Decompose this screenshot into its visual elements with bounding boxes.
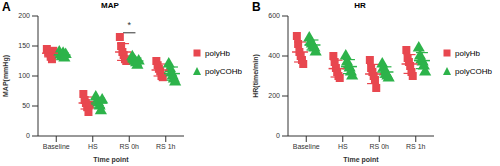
svg-text:RS 0h: RS 0h: [120, 143, 140, 150]
svg-text:MAP(mmHg): MAP(mmHg): [8, 55, 10, 97]
svg-text:0: 0: [26, 132, 30, 139]
html-text:MAP: MAP: [101, 1, 119, 10]
svg-text:RS 1h: RS 1h: [156, 143, 176, 150]
html-text:polyHb: polyHb: [205, 48, 230, 58]
svg-text:Baseline: Baseline: [43, 143, 70, 150]
svg-text:Time point: Time point: [93, 156, 129, 164]
svg-text:50: 50: [22, 102, 30, 109]
svg-text:Time point: Time point: [343, 156, 379, 164]
html-text:polyHb: polyHb: [455, 48, 480, 58]
html-text:HR: HR: [354, 1, 366, 10]
svg-text:HR(time/min): HR(time/min): [252, 54, 260, 98]
svg-text:HS: HS: [88, 143, 98, 150]
svg-text:200: 200: [268, 92, 280, 99]
svg-text:HS: HS: [338, 143, 348, 150]
html-text:polyCOHb: polyCOHb: [205, 66, 242, 76]
svg-text:0: 0: [276, 132, 280, 139]
html-text:polyCOHb: polyCOHb: [455, 66, 492, 76]
svg-text:*: *: [127, 20, 131, 30]
svg-text:RS 1h: RS 1h: [406, 143, 426, 150]
html-text:B: B: [252, 0, 261, 14]
svg-text:200: 200: [18, 12, 30, 19]
svg-text:100: 100: [18, 72, 30, 79]
svg-text:Baseline: Baseline: [293, 143, 320, 150]
svg-text:600: 600: [268, 12, 280, 19]
svg-text:400: 400: [268, 52, 280, 59]
html-text:A: A: [2, 0, 11, 14]
svg-text:150: 150: [18, 42, 30, 49]
svg-text:RS 0h: RS 0h: [370, 143, 390, 150]
